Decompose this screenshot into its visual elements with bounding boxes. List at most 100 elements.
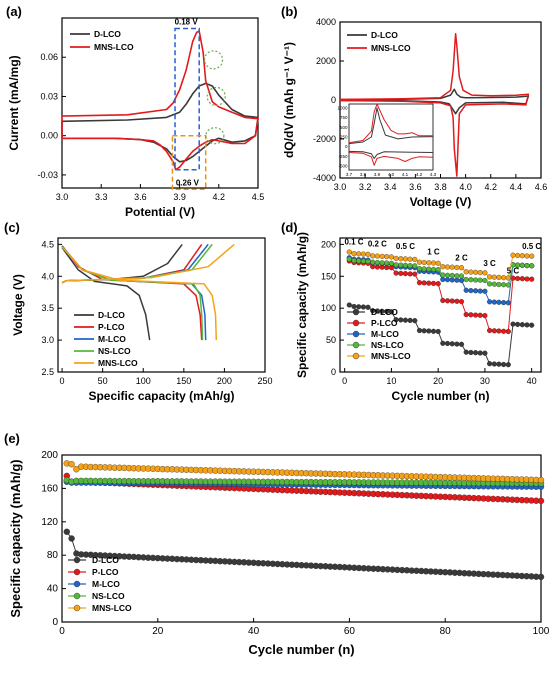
charge-curve-mns-lco	[61, 243, 235, 284]
legend-marker	[352, 341, 360, 349]
inset-curve	[348, 150, 434, 159]
y-tick-label: 0.00	[40, 131, 58, 141]
x-tick-label: 3.6	[409, 182, 422, 192]
plot-frame	[61, 454, 542, 623]
legend-label: MNS-LCO	[371, 351, 411, 361]
cycle-point-d-lco	[537, 573, 545, 581]
rate-point-p-lco	[398, 270, 404, 276]
rate-point-d-lco	[412, 318, 418, 324]
rate-point-mns-lco	[454, 264, 460, 271]
rate-point-d-lco	[416, 327, 423, 334]
y-tick-label: 4.0	[41, 271, 54, 281]
x-tick-label: 20	[152, 626, 164, 637]
legend-label: MNS-LCO	[94, 42, 134, 52]
x-axis-label: Cycle number (n)	[248, 642, 354, 657]
rate-point-d-lco	[407, 317, 413, 323]
rate-point-d-lco	[365, 304, 371, 310]
rate-label: 0.2 C	[368, 239, 387, 248]
x-tick-label: 3.9	[173, 192, 186, 202]
rate-point-p-lco	[393, 270, 399, 276]
y-axis-label: dQ/dV (mAh g⁻¹ V⁻¹)	[282, 42, 296, 158]
rate-point-p-lco	[454, 298, 460, 304]
panel-label: (b)	[281, 4, 298, 19]
panel-label: (c)	[4, 220, 20, 235]
peak-gap-box-charge	[174, 27, 200, 171]
rate-point-ns-lco	[402, 262, 408, 268]
x-tick-label: 4.5	[252, 192, 265, 202]
rate-point-p-lco	[505, 328, 511, 335]
rate-point-ns-lco	[491, 281, 497, 287]
inset-curve	[348, 103, 433, 144]
rate-point-mns-lco	[370, 253, 376, 259]
legend-label: D-LCO	[371, 30, 398, 40]
rate-point-ns-lco	[496, 281, 502, 288]
x-axis-label: Specific capacity (mAh/g)	[88, 389, 234, 403]
rate-point-mns-lco	[393, 255, 399, 261]
rate-point-mns-lco	[412, 256, 418, 262]
rate-point-ns-lco	[365, 258, 371, 264]
rate-point-ns-lco	[505, 282, 511, 288]
rate-point-d-lco	[435, 328, 441, 335]
rate-point-d-lco	[351, 303, 357, 310]
highlight-circle	[203, 50, 224, 70]
inset-x-tick-label: 4.0	[388, 172, 395, 177]
y-tick-label: 100	[321, 303, 336, 313]
rate-point-mns-lco	[402, 256, 408, 262]
rate-point-mns-lco	[421, 259, 427, 266]
y-tick-label: 2.5	[41, 367, 54, 377]
legend-marker	[73, 556, 81, 564]
x-tick-label: 0	[59, 626, 65, 637]
rate-point-mns-lco	[426, 260, 432, 266]
rate-point-d-lco	[496, 361, 502, 367]
rate-point-d-lco	[501, 361, 507, 368]
x-axis-label: Potential (V)	[125, 205, 195, 219]
rate-point-d-lco	[360, 304, 366, 310]
rate-point-mns-lco	[351, 251, 357, 257]
rate-point-m-lco	[463, 287, 469, 293]
x-tick-label: 0	[342, 376, 347, 386]
peak-gap-box-discharge	[171, 134, 207, 191]
legend-marker	[73, 568, 81, 576]
rate-point-p-lco	[496, 328, 502, 334]
x-tick-label: 3.0	[56, 192, 69, 202]
y-tick-label: 200	[321, 239, 336, 249]
rate-point-p-lco	[477, 312, 483, 318]
x-tick-label: 3.8	[434, 182, 447, 192]
rate-point-p-lco	[430, 280, 437, 286]
rate-point-d-lco	[421, 328, 427, 334]
rate-point-mns-lco	[501, 275, 507, 281]
y-axis-label: Specific capacity (mAh/g)	[8, 459, 23, 617]
rate-point-ns-lco	[435, 267, 441, 273]
rate-point-p-lco	[473, 312, 479, 318]
y-tick-label: 0	[52, 617, 58, 628]
y-tick-label: 40	[47, 584, 59, 595]
rate-label: 2 C	[455, 253, 468, 262]
rate-point-mns-lco	[491, 274, 497, 280]
rate-label: 0.1 C	[344, 237, 363, 246]
legend-label: P-LCO	[371, 318, 398, 328]
rate-point-mns-lco	[487, 274, 493, 280]
annotation-discharge-gap: 0.26 V	[176, 178, 200, 187]
inset-x-tick-label: 4.3	[430, 172, 437, 177]
inset-x-tick-label: 4.1	[402, 172, 409, 177]
rate-point-p-lco	[458, 299, 465, 305]
rate-point-d-lco	[356, 304, 362, 310]
rate-point-ns-lco	[444, 272, 451, 278]
rate-point-p-lco	[529, 276, 535, 282]
legend-marker	[352, 330, 360, 338]
rate-point-mns-lco	[449, 264, 455, 270]
rate-point-mns-lco	[519, 253, 525, 259]
rate-point-m-lco	[468, 288, 474, 294]
rate-point-d-lco	[468, 349, 474, 356]
rate-point-ns-lco	[440, 272, 446, 278]
rate-point-d-lco	[515, 321, 521, 327]
legend-marker	[352, 319, 360, 327]
inset-y-tick-label: 1000	[337, 105, 348, 110]
rate-point-ns-lco	[454, 273, 460, 279]
x-tick-label: 3.3	[95, 192, 108, 202]
inset-curve	[348, 152, 434, 166]
x-tick-label: 0	[60, 376, 65, 386]
rate-point-m-lco	[477, 288, 483, 294]
rate-point-mns-lco	[510, 252, 516, 258]
